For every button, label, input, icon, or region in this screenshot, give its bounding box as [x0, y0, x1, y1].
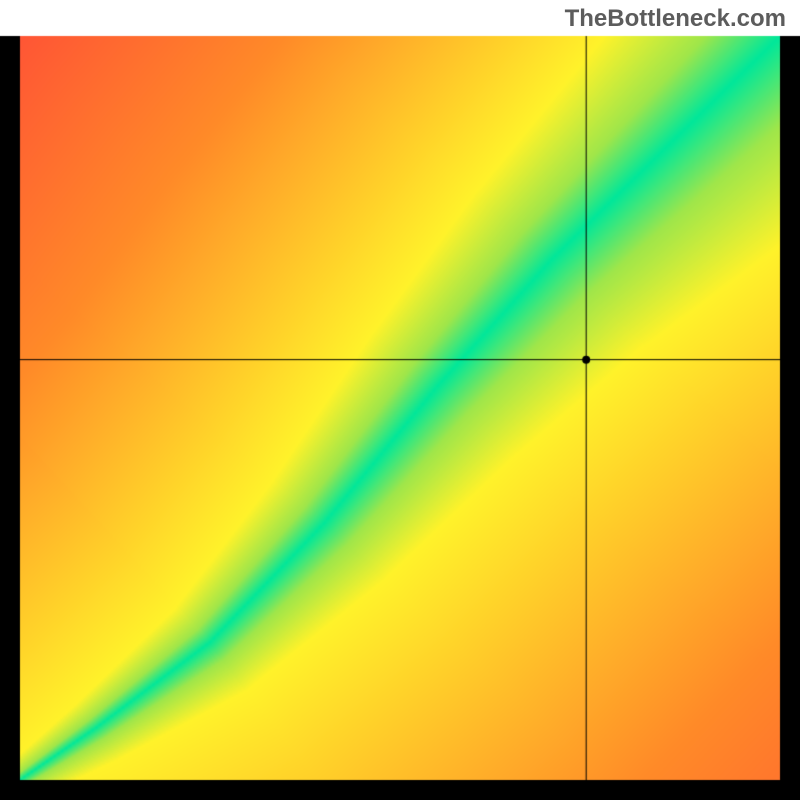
watermark-text: TheBottleneck.com [565, 5, 786, 33]
bottleneck-heatmap [0, 0, 800, 800]
chart-container: TheBottleneck.com [0, 0, 800, 800]
